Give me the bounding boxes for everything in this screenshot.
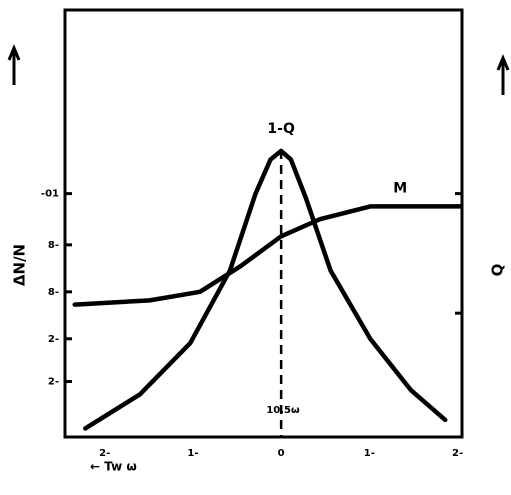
y-axis-label: ΔN/N: [11, 244, 29, 286]
chart: ΔN/N Q ← Tw ω 10.5ω 2- 2- 8- 8- -01 2- 1- 0 1- 2-…: [0, 0, 511, 495]
center-label: 10.5ω: [266, 405, 300, 416]
x-tick-label: 1-: [364, 448, 375, 459]
line-1: [75, 206, 461, 304]
plot-frame: [65, 10, 462, 437]
y2-axis-label: Q: [489, 264, 507, 277]
y-tick-label: 8-: [48, 240, 59, 251]
y-tick-label: 2-: [48, 334, 59, 345]
x-tick-label: 0: [278, 448, 285, 459]
series-label: M: [393, 180, 407, 196]
x-tick-label: 2-: [452, 448, 463, 459]
y-tick-label: 2-: [48, 376, 59, 387]
x-tick-label: 1-: [187, 448, 198, 459]
x-tick-label: 2-: [99, 448, 110, 459]
arrow-left: [9, 48, 19, 85]
arrow-right: [498, 58, 508, 95]
x-axis-label: ← Tw ω: [90, 460, 137, 474]
y-tick-label: 8-: [48, 287, 59, 298]
line-0: [85, 151, 445, 429]
series-label: 1-Q: [267, 121, 295, 137]
y-tick-label: -01: [41, 189, 59, 200]
